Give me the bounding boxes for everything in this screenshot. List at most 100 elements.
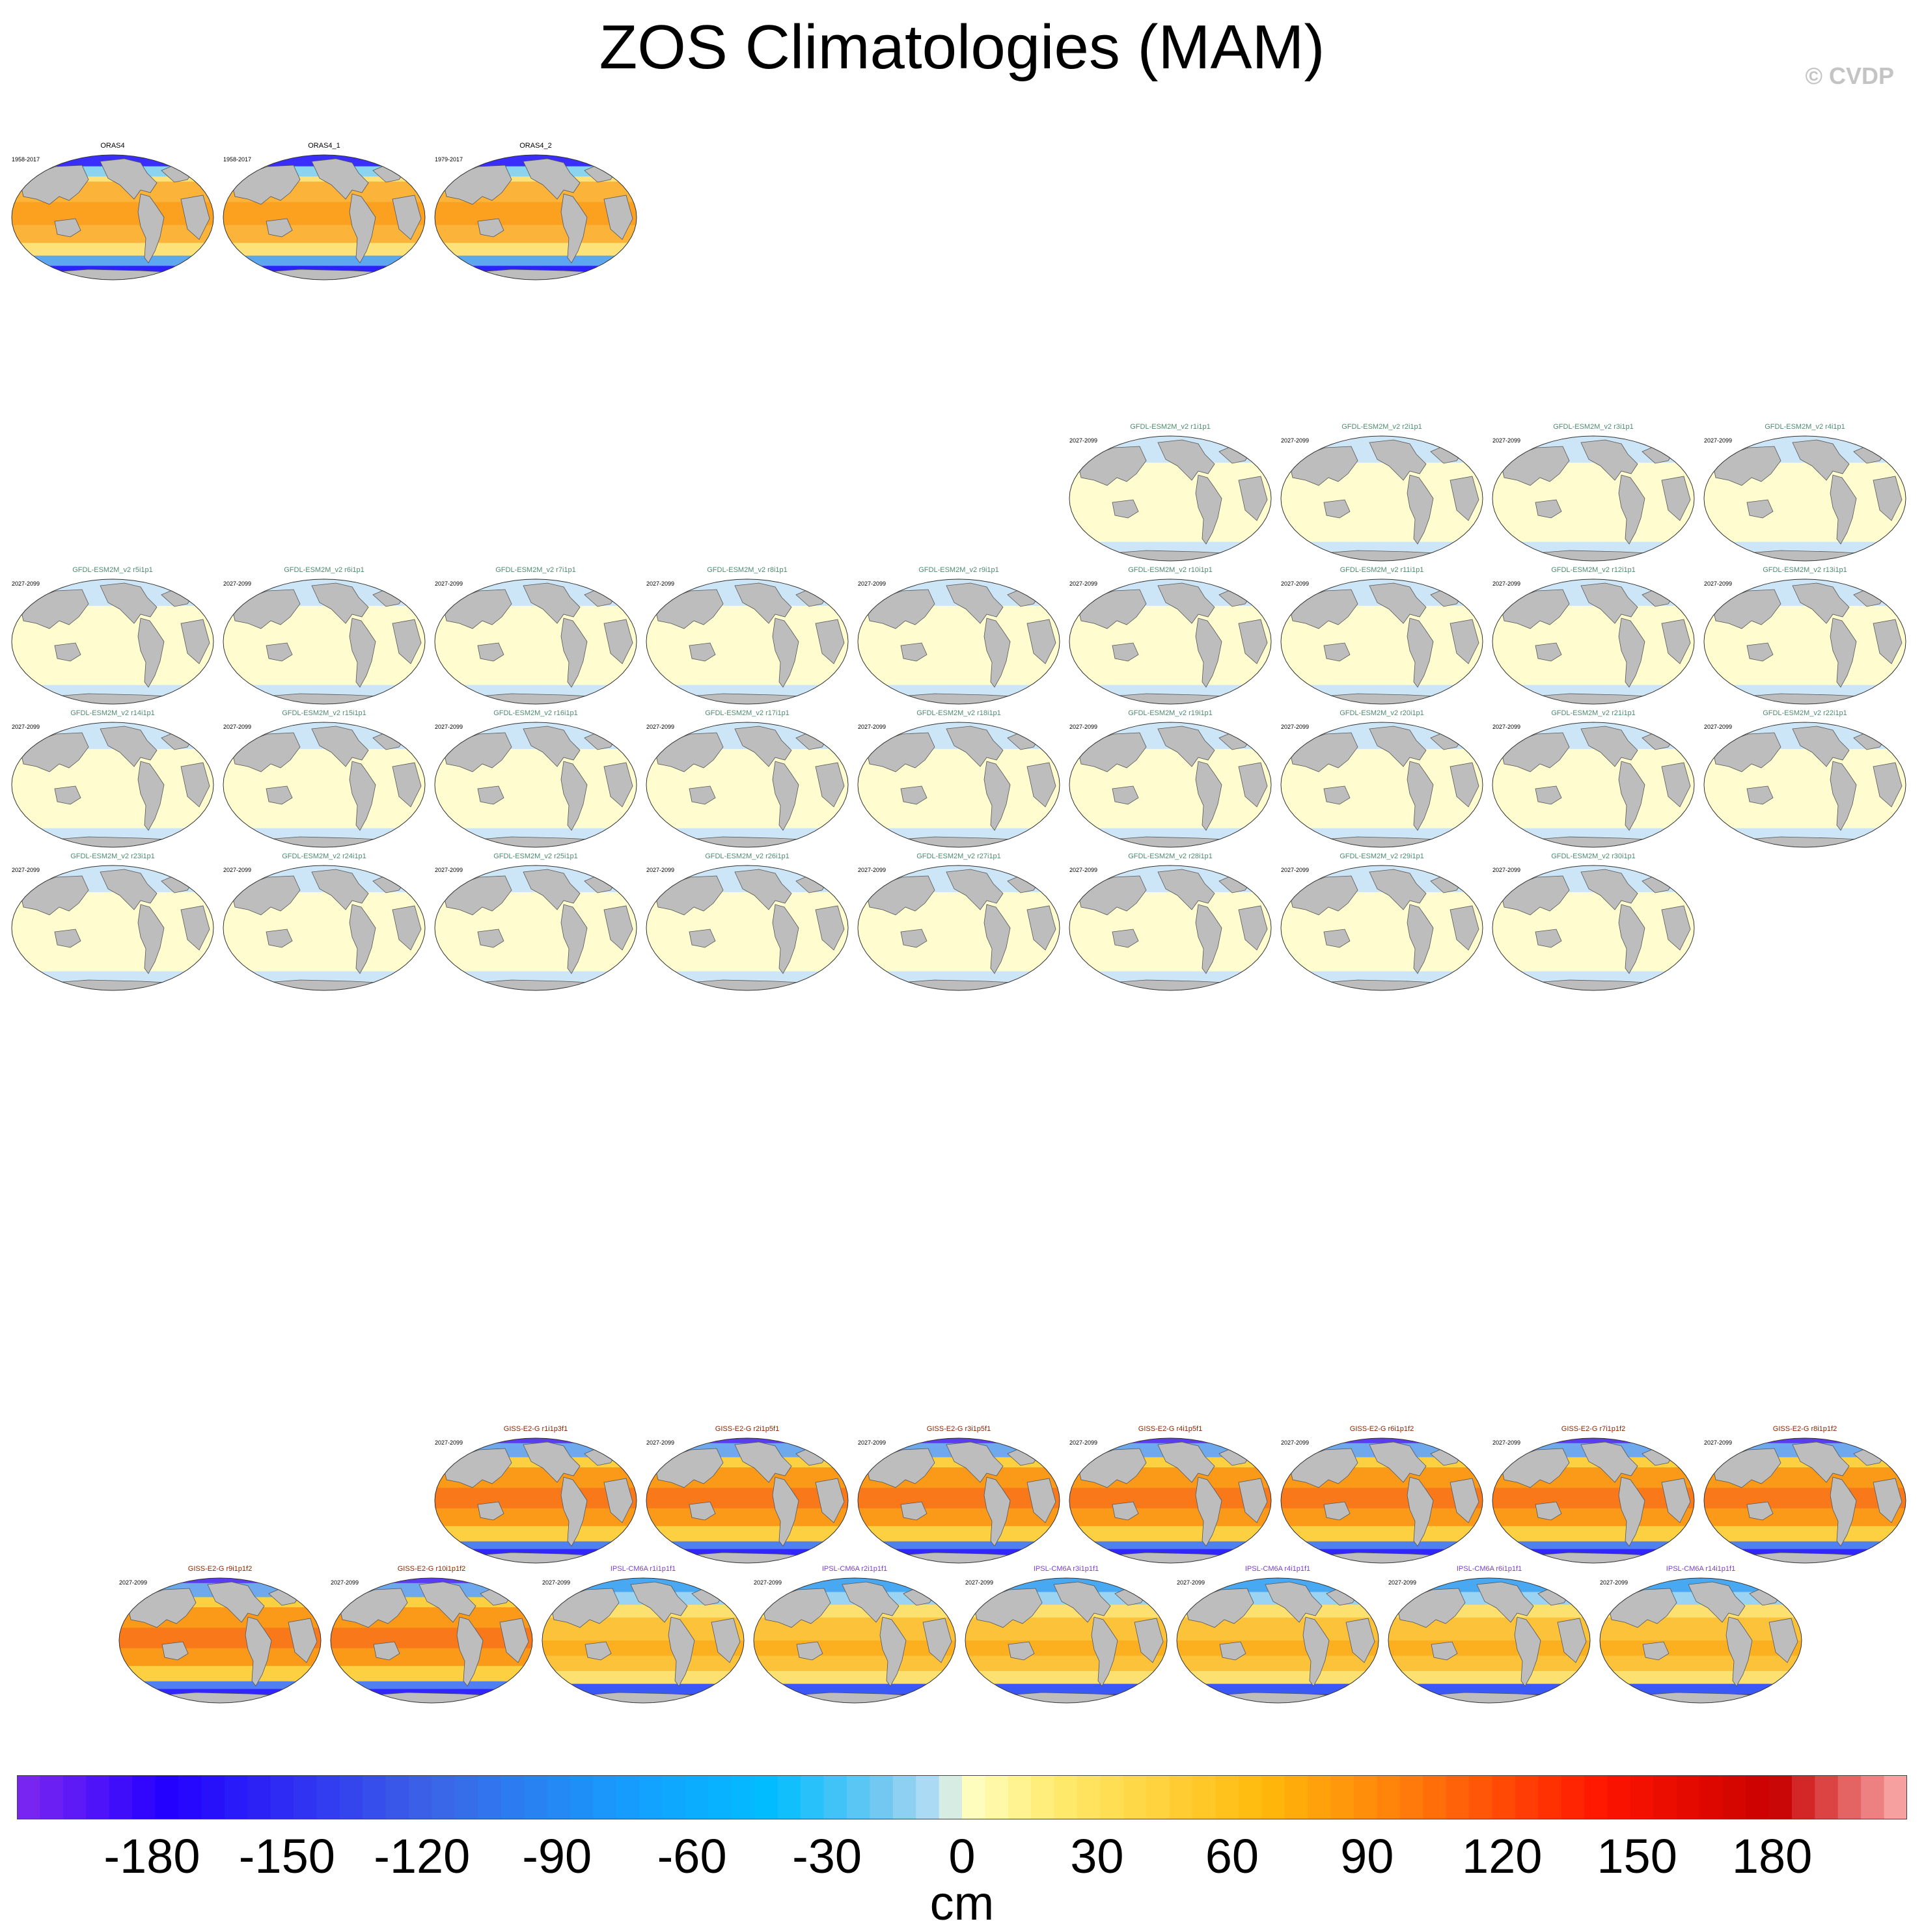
panel-years: 2027-2099	[858, 867, 886, 873]
colorbar-bin	[62, 1775, 87, 1819]
colorbar-bin	[962, 1775, 985, 1819]
colorbar-bin	[1746, 1775, 1769, 1819]
map-panel: GISS-E2-G r1i1p3f1 2027-2099	[430, 1425, 642, 1568]
map-panel: GFDL-ESM2M_v2 r12i1p1 2027-2099	[1487, 566, 1699, 709]
panel-years: 2027-2099	[1281, 580, 1310, 587]
colorbar-tick-label: 60	[1205, 1829, 1259, 1883]
panel-years: 2027-2099	[12, 724, 40, 730]
panel-title: GISS-E2-G r8i1p1f2	[1772, 1425, 1837, 1433]
map-panel: GISS-E2-G r8i1p1f2 2027-2099	[1699, 1425, 1911, 1568]
panel-title: GFDL-ESM2M_v2 r21i1p1	[1551, 709, 1636, 717]
panel-years: 2027-2099	[542, 1579, 571, 1586]
colorbar-bin	[247, 1775, 271, 1819]
panel-title: GFDL-ESM2M_v2 r26i1p1	[705, 852, 790, 860]
map-panel: GFDL-ESM2M_v2 r9i1p1 2027-2099	[853, 566, 1065, 709]
colorbar-bin	[801, 1775, 824, 1819]
panel-years: 2027-2099	[1069, 437, 1098, 444]
map-panel: ORAS4_1 1958-2017	[218, 142, 430, 285]
world-map	[1280, 865, 1483, 991]
world-map	[118, 1577, 322, 1704]
colorbar-bin	[547, 1775, 571, 1819]
colorbar-bin	[1123, 1775, 1147, 1819]
colorbar-bin	[293, 1775, 317, 1819]
world-map	[1492, 1437, 1695, 1564]
world-map	[857, 578, 1060, 705]
world-map	[1069, 578, 1272, 705]
panel-title: GFDL-ESM2M_v2 r14i1p1	[70, 709, 155, 717]
map-panel: GISS-E2-G r2i1p5f1 2027-2099	[641, 1425, 853, 1568]
panel-title: IPSL-CM6A r2i1p1f1	[821, 1565, 888, 1573]
colorbar-bin	[1722, 1775, 1746, 1819]
colorbar-bin	[1008, 1775, 1032, 1819]
panel-title: GFDL-ESM2M_v2 r30i1p1	[1551, 852, 1636, 860]
colorbar-bin	[1607, 1775, 1631, 1819]
map-panel: GISS-E2-G r7i1p1f2 2027-2099	[1487, 1425, 1699, 1568]
panel-title: GFDL-ESM2M_v2 r8i1p1	[707, 566, 788, 574]
map-panels: ORAS4 1958-2017 ORAS4_1 1958-2017 ORAS4_2 197…	[7, 142, 1911, 1708]
panel-years: 1958-2017	[223, 156, 252, 163]
map-panel: GFDL-ESM2M_v2 r13i1p1 2027-2099	[1699, 566, 1911, 709]
panel-title: GFDL-ESM2M_v2 r3i1p1	[1553, 423, 1634, 431]
world-map	[434, 865, 637, 991]
world-map	[11, 722, 214, 848]
colorbar-bin	[708, 1775, 732, 1819]
panel-title: GFDL-ESM2M_v2 r4i1p1	[1765, 423, 1845, 431]
world-map	[1703, 1437, 1906, 1564]
map-panel: IPSL-CM6A r2i1p1f1 2027-2099	[749, 1565, 961, 1708]
colorbar-bin	[1469, 1775, 1492, 1819]
colorbar-bin	[524, 1775, 547, 1819]
world-map	[1176, 1577, 1379, 1704]
colorbar-bin	[454, 1775, 478, 1819]
world-map	[223, 578, 426, 705]
map-panel: IPSL-CM6A r14i1p1f1 2027-2099	[1595, 1565, 1807, 1708]
map-panel: GFDL-ESM2M_v2 r22i1p1 2027-2099	[1699, 709, 1911, 852]
map-panel: GFDL-ESM2M_v2 r14i1p1 2027-2099	[7, 709, 219, 852]
colorbar-bin	[1515, 1775, 1539, 1819]
world-map	[1069, 722, 1272, 848]
world-map	[965, 1577, 1168, 1704]
map-panel: GFDL-ESM2M_v2 r21i1p1 2027-2099	[1487, 709, 1699, 852]
colorbar-bin	[1815, 1775, 1839, 1819]
map-panel: GFDL-ESM2M_v2 r24i1p1 2027-2099	[218, 852, 430, 996]
map-panel: GFDL-ESM2M_v2 r25i1p1 2027-2099	[430, 852, 642, 996]
colorbar-bin	[639, 1775, 663, 1819]
world-map	[330, 1577, 533, 1704]
map-panel: GFDL-ESM2M_v2 r30i1p1 2027-2099	[1487, 852, 1699, 996]
colorbar-tick-label: -30	[792, 1829, 862, 1883]
panel-title: GISS-E2-G r4i1p5f1	[1138, 1425, 1203, 1433]
world-map	[857, 865, 1060, 991]
map-panel: GFDL-ESM2M_v2 r20i1p1 2027-2099	[1276, 709, 1488, 852]
panel-title: IPSL-CM6A r4i1p1f1	[1244, 1565, 1311, 1573]
world-map	[223, 722, 426, 848]
map-panel: GFDL-ESM2M_v2 r6i1p1 2027-2099	[218, 566, 430, 709]
colorbar-bin	[754, 1775, 778, 1819]
colorbar-bin	[892, 1775, 916, 1819]
map-panel: GFDL-ESM2M_v2 r8i1p1 2027-2099	[641, 566, 853, 709]
colorbar-bin	[731, 1775, 755, 1819]
colorbar-tick-label: -180	[103, 1829, 200, 1883]
colorbar-bin	[339, 1775, 363, 1819]
colorbar-bin	[1653, 1775, 1677, 1819]
panel-years: 2027-2099	[331, 1579, 359, 1586]
panel-title: GISS-E2-G r9i1p1f2	[187, 1565, 253, 1573]
colorbar	[17, 1775, 1907, 1819]
colorbar-bin	[432, 1775, 456, 1819]
colorbar-tick-label: -60	[657, 1829, 727, 1883]
panel-years: 2027-2099	[435, 724, 463, 730]
colorbar-bin	[1861, 1775, 1884, 1819]
map-panel: GFDL-ESM2M_v2 r26i1p1 2027-2099	[641, 852, 853, 996]
panel-years: 2027-2099	[223, 580, 252, 587]
colorbar-tick-label: 30	[1070, 1829, 1124, 1883]
colorbar-bin	[1630, 1775, 1654, 1819]
map-panel: IPSL-CM6A r1i1p1f1 2027-2099	[537, 1565, 749, 1708]
panel-years: 2027-2099	[1177, 1579, 1205, 1586]
panel-years: 2027-2099	[1281, 1439, 1310, 1446]
map-panel: GISS-E2-G r9i1p1f2 2027-2099	[114, 1565, 326, 1708]
panel-years: 2027-2099	[1069, 867, 1098, 873]
world-map	[1703, 722, 1906, 848]
colorbar-tick-label: 180	[1731, 1829, 1813, 1883]
panel-title: GFDL-ESM2M_v2 r16i1p1	[493, 709, 578, 717]
panel-title: GFDL-ESM2M_v2 r2i1p1	[1341, 423, 1422, 431]
panel-title: GFDL-ESM2M_v2 r20i1p1	[1340, 709, 1424, 717]
panel-title: GFDL-ESM2M_v2 r19i1p1	[1128, 709, 1213, 717]
